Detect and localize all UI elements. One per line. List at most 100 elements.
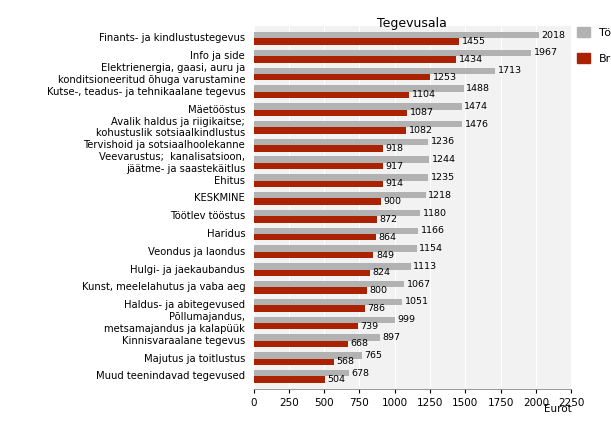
Bar	[254, 252, 373, 258]
Text: 1067: 1067	[407, 280, 431, 289]
Text: 900: 900	[383, 197, 401, 206]
Text: 824: 824	[373, 268, 390, 277]
Bar	[254, 305, 365, 311]
Text: Finants- ja kindlustustegevus: Finants- ja kindlustustegevus	[99, 33, 245, 43]
Text: 1087: 1087	[409, 108, 434, 117]
Text: Tervishoid ja sotsiaalhoolekanne: Tervishoid ja sotsiaalhoolekanne	[84, 140, 245, 150]
Text: 864: 864	[378, 233, 396, 242]
Bar	[254, 287, 367, 294]
Bar	[254, 317, 395, 323]
Bar	[254, 110, 407, 116]
Text: 1236: 1236	[431, 137, 455, 146]
Text: Tegevusala: Tegevusala	[378, 17, 447, 30]
Text: Hulgi- ja jaekaubandus: Hulgi- ja jaekaubandus	[130, 265, 245, 275]
Bar	[254, 341, 348, 347]
Text: 1474: 1474	[464, 102, 488, 111]
Text: Kinnisvaraalane tegevus: Kinnisvaraalane tegevus	[122, 336, 245, 346]
Text: 504: 504	[327, 375, 345, 384]
Text: 1154: 1154	[419, 244, 443, 253]
Bar	[254, 281, 404, 287]
Bar	[254, 32, 538, 38]
Bar	[254, 163, 383, 169]
Text: 1051: 1051	[404, 298, 428, 306]
Bar	[254, 192, 425, 198]
Text: 1253: 1253	[433, 73, 457, 82]
Bar	[254, 181, 382, 187]
Text: Muud teenindavad tegevused: Muud teenindavad tegevused	[96, 372, 245, 381]
Text: Põllumajandus,
metsamajandus ja kalapüük: Põllumajandus, metsamajandus ja kalapüük	[104, 312, 245, 334]
Text: 1476: 1476	[464, 120, 489, 129]
Bar	[254, 198, 381, 205]
Text: Kutse-, teadus- ja tehnikaalane tegevus: Kutse-, teadus- ja tehnikaalane tegevus	[46, 87, 245, 97]
Bar	[254, 299, 402, 305]
Text: 2018: 2018	[541, 31, 565, 40]
Text: 849: 849	[376, 251, 394, 260]
Text: KESKMINE: KESKMINE	[194, 194, 245, 203]
Text: 918: 918	[386, 144, 404, 153]
Bar	[254, 216, 377, 222]
Text: 1455: 1455	[461, 37, 486, 46]
Bar	[254, 38, 459, 45]
Text: 1180: 1180	[423, 209, 447, 218]
Bar	[254, 92, 409, 98]
Text: Ehitus: Ehitus	[214, 176, 245, 186]
Text: 917: 917	[386, 162, 404, 171]
Text: 800: 800	[369, 286, 387, 295]
Text: 678: 678	[352, 368, 370, 378]
Text: 1244: 1244	[432, 155, 456, 164]
Bar	[254, 245, 417, 252]
Text: 914: 914	[385, 179, 403, 188]
Text: Avalik haldus ja riigikaitse;
kohustuslik sotsiaalkindlustus: Avalik haldus ja riigikaitse; kohustusli…	[96, 117, 245, 138]
Bar	[254, 210, 420, 216]
Text: 1166: 1166	[421, 226, 445, 235]
Bar	[254, 352, 362, 359]
Bar	[254, 334, 380, 341]
Text: 1104: 1104	[412, 90, 436, 99]
Text: 872: 872	[379, 215, 397, 224]
Text: 1082: 1082	[409, 126, 433, 135]
Text: Veevarustus;  kanalisatsioon,
jäätme- ja saastekäitlus: Veevarustus; kanalisatsioon, jäätme- ja …	[99, 152, 245, 174]
Bar	[254, 174, 428, 181]
Bar	[254, 67, 496, 74]
Bar	[254, 121, 462, 127]
Text: 739: 739	[360, 322, 379, 330]
Bar	[254, 228, 418, 234]
Text: Mäetööstus: Mäetööstus	[188, 105, 245, 114]
Bar	[254, 86, 464, 92]
Bar	[254, 323, 358, 329]
Bar	[254, 234, 376, 241]
Text: 1113: 1113	[413, 262, 437, 271]
Text: 668: 668	[351, 340, 368, 349]
Bar	[254, 263, 411, 270]
Text: Majutus ja toitlustus: Majutus ja toitlustus	[144, 353, 245, 364]
Bar	[254, 376, 324, 383]
Text: 1967: 1967	[534, 48, 558, 57]
Text: Haldus- ja abitegevused: Haldus- ja abitegevused	[124, 300, 245, 310]
Bar	[254, 50, 532, 56]
Bar	[254, 103, 462, 110]
Text: 1713: 1713	[498, 66, 522, 75]
Text: Töötlev tööstus: Töötlev tööstus	[170, 211, 245, 221]
Text: Kunst, meelelahutus ja vaba aeg: Kunst, meelelahutus ja vaba aeg	[82, 283, 245, 292]
Legend: Tööjõukulu, Brutopalk: Tööjõukulu, Brutopalk	[577, 27, 611, 64]
Bar	[254, 359, 334, 365]
Text: 999: 999	[397, 315, 415, 324]
Bar	[254, 270, 370, 276]
Text: 765: 765	[364, 351, 382, 360]
Text: 1235: 1235	[431, 173, 455, 182]
Bar	[254, 156, 430, 163]
Text: Haridus: Haridus	[207, 229, 245, 239]
Bar	[254, 139, 428, 145]
Text: 1488: 1488	[466, 84, 490, 93]
Bar	[254, 74, 431, 80]
Text: 1218: 1218	[428, 191, 452, 200]
Bar	[254, 370, 349, 376]
Text: 568: 568	[336, 357, 354, 366]
Bar	[254, 127, 406, 134]
Text: 897: 897	[382, 333, 401, 342]
Text: Info ja side: Info ja side	[191, 51, 245, 61]
Text: Eurot: Eurot	[544, 404, 571, 414]
Text: 786: 786	[367, 304, 385, 313]
Text: 1434: 1434	[459, 55, 483, 64]
Text: Veondus ja laondus: Veondus ja laondus	[148, 247, 245, 257]
